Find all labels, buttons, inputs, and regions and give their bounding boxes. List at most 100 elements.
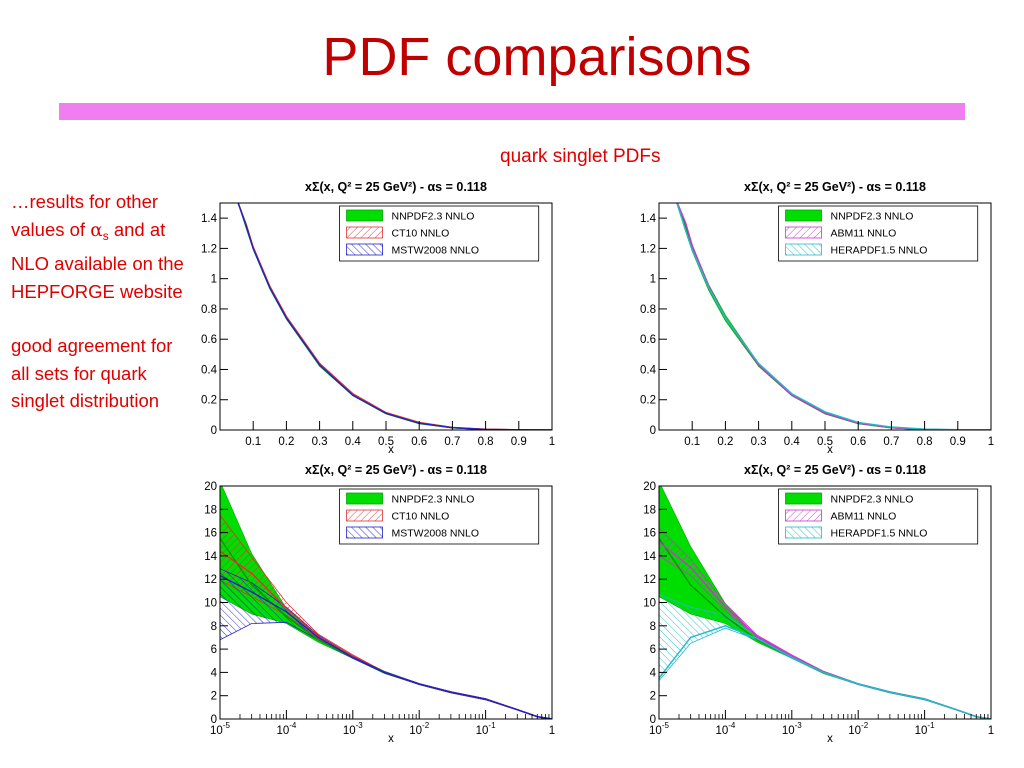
x-tick-label: 0.9: [511, 436, 527, 448]
y-tick-label: 1: [650, 274, 656, 286]
series-line-ct10-nnlo: [220, 550, 552, 719]
x-tick-label: 0.2: [717, 436, 733, 448]
chart-title: xΣ(x, Q² = 25 GeV²) - αs = 0.118: [305, 463, 487, 477]
legend-label-abm11-nnlo: ABM11 NNLO: [831, 228, 897, 240]
chart-singlet-linear-abm-hera: xΣ(x, Q² = 25 GeV²) - αs = 0.118 0 0.2 0.4 0…: [640, 180, 994, 455]
y-tick-label: 0.6: [640, 334, 656, 346]
x-axis-label: x: [388, 733, 394, 744]
y-tick-label: 1: [211, 274, 217, 286]
x-tick-label: 0.6: [850, 436, 866, 448]
y-tick-label: 0.4: [201, 364, 218, 376]
x-tick-label: 0.8: [478, 436, 494, 448]
y-tick-label: 0: [211, 425, 217, 437]
legend-swatch-abm11-nnlo: [785, 509, 822, 522]
y-tick-label: 8: [211, 621, 217, 633]
y-tick-label: 6: [211, 644, 217, 656]
y-tick-label: 14: [204, 551, 217, 563]
note-results: …results for other values of αs and at N…: [11, 188, 186, 305]
series-line-herapdf1-5-nnlo: [659, 625, 991, 719]
x-tick-label: 0.5: [817, 436, 833, 448]
x-tick-label: 1: [549, 725, 555, 737]
chart-title: xΣ(x, Q² = 25 GeV²) - αs = 0.118: [305, 180, 487, 194]
x-axis-label: x: [827, 444, 833, 455]
y-tick-label: 6: [650, 644, 656, 656]
y-tick-label: 20: [643, 481, 656, 493]
legend-swatch-ct10-nnlo: [346, 226, 383, 239]
legend-swatch-nnpdf2-3-nnlo: [346, 492, 383, 505]
x-tick-label: 1: [988, 436, 994, 448]
legend-label-ct10-nnlo: CT10 NNLO: [392, 511, 450, 523]
y-tick-label: 1.2: [201, 243, 217, 255]
legend-swatch-ct10-nnlo: [346, 509, 383, 522]
y-tick-label: 0.2: [201, 395, 217, 407]
y-tick-label: 0: [211, 714, 217, 726]
x-tick-label: 10-3: [782, 721, 802, 737]
y-tick-label: 20: [204, 481, 217, 493]
side-notes: …results for other values of αs and at N…: [11, 188, 186, 415]
y-tick-label: 0.6: [201, 334, 217, 346]
band-nnpdf2-3-nnlo: [676, 203, 991, 430]
page-title: PDF comparisons: [322, 27, 752, 87]
y-tick-label: 18: [643, 504, 656, 516]
x-tick-label: 0.3: [312, 436, 328, 448]
x-tick-label: 0.3: [751, 436, 767, 448]
y-tick-label: 10: [204, 598, 217, 610]
chart-singlet-log-abm-hera: xΣ(x, Q² = 25 GeV²) - αs = 0.118 0 2 4 6 8 10 1…: [643, 463, 994, 744]
x-tick-label: 10-2: [848, 721, 868, 737]
legend-swatch-mstw2008-nnlo: [346, 526, 383, 539]
x-tick-label: 10-4: [276, 721, 296, 737]
legend-label-mstw2008-nnlo: MSTW2008 NNLO: [392, 245, 480, 257]
y-tick-label: 0.8: [201, 304, 217, 316]
legend-swatch-herapdf1-5-nnlo: [785, 526, 822, 539]
plot-area: [220, 486, 552, 719]
legend-label-herapdf1-5-nnlo: HERAPDF1.5 NNLO: [831, 528, 928, 540]
y-tick-label: 1.2: [640, 243, 656, 255]
x-tick-label: 0.9: [950, 436, 966, 448]
y-tick-label: 8: [650, 621, 656, 633]
y-tick-label: 12: [643, 574, 656, 586]
x-tick-label: 0.4: [345, 436, 362, 448]
alpha-symbol: α: [90, 219, 103, 241]
legend-label-nnpdf2-3-nnlo: NNPDF2.3 NNLO: [392, 211, 475, 223]
x-axis-label: x: [388, 444, 394, 455]
note-results-text-2: and at NLO available on the HEPFORGE web…: [11, 218, 184, 302]
x-tick-label: 0.7: [444, 436, 460, 448]
y-tick-label: 0: [650, 425, 656, 437]
x-tick-label: 10-1: [476, 721, 496, 737]
y-tick-label: 10: [643, 598, 656, 610]
legend-swatch-nnpdf2-3-nnlo: [785, 209, 822, 222]
x-tick-label: 0.6: [411, 436, 427, 448]
chart-title: xΣ(x, Q² = 25 GeV²) - αs = 0.118: [744, 180, 926, 194]
series-line-mstw2008-nnlo: [220, 575, 552, 719]
x-tick-label: 0.8: [917, 436, 933, 448]
y-tick-label: 0.2: [640, 395, 656, 407]
y-tick-label: 2: [211, 691, 217, 703]
y-tick-label: 1.4: [201, 213, 218, 225]
y-tick-label: 18: [204, 504, 217, 516]
y-tick-label: 4: [211, 667, 218, 679]
band-herapdf1-5-nnlo: [659, 593, 991, 719]
x-tick-label: 10-2: [409, 721, 429, 737]
legend-label-herapdf1-5-nnlo: HERAPDF1.5 NNLO: [831, 245, 928, 257]
x-tick-label: 10-1: [915, 721, 935, 737]
y-tick-label: 12: [204, 574, 217, 586]
legend-swatch-abm11-nnlo: [785, 226, 822, 239]
x-tick-label: 0.1: [684, 436, 700, 448]
note-results-text-1: …results for other values of: [11, 191, 159, 240]
chart-group-subtitle: quark singlet PDFs: [500, 146, 661, 167]
legend-label-nnpdf2-3-nnlo: NNPDF2.3 NNLO: [831, 494, 914, 506]
chart-singlet-linear-ct10-mstw: xΣ(x, Q² = 25 GeV²) - αs = 0.118 0 0.2 0.4 0…: [201, 180, 555, 455]
y-tick-label: 1.4: [640, 213, 657, 225]
legend-label-ct10-nnlo: CT10 NNLO: [392, 228, 450, 240]
legend-label-nnpdf2-3-nnlo: NNPDF2.3 NNLO: [831, 211, 914, 223]
y-tick-label: 16: [204, 528, 217, 540]
legend-swatch-nnpdf2-3-nnlo: [785, 492, 822, 505]
y-tick-label: 4: [650, 667, 657, 679]
x-tick-label: 1: [988, 725, 994, 737]
alpha-subscript: s: [102, 228, 109, 243]
x-tick-label: 0.4: [784, 436, 801, 448]
chart-singlet-log-ct10-mstw: xΣ(x, Q² = 25 GeV²) - αs = 0.118 0 2 4 6 8 10 1…: [204, 463, 555, 744]
legend-swatch-mstw2008-nnlo: [346, 243, 383, 256]
series-line-nnpdf2-3-nnlo: [220, 538, 552, 719]
x-tick-label: 0.1: [245, 436, 261, 448]
